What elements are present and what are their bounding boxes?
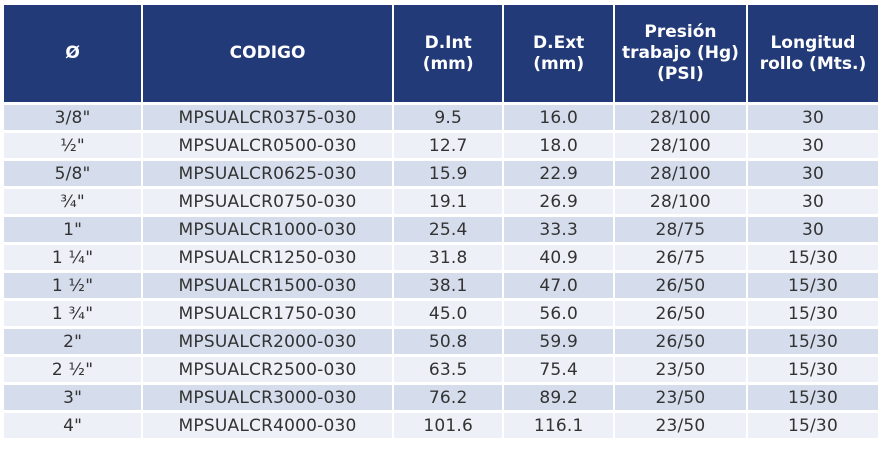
cell-dint: 9.5 [393, 105, 503, 130]
cell-length: 15/30 [747, 273, 878, 298]
cell-size: ½" [4, 133, 142, 158]
cell-code: MPSUALCR0750-030 [143, 189, 392, 214]
cell-pressure: 28/100 [614, 105, 746, 130]
cell-dext: 26.9 [504, 189, 613, 214]
cell-dext: 40.9 [504, 245, 613, 270]
cell-length: 30 [747, 189, 878, 214]
cell-dint: 19.1 [393, 189, 503, 214]
cell-pressure: 26/50 [614, 301, 746, 326]
table-row: 1" MPSUALCR1000-030 25.4 33.3 28/75 30 [4, 217, 878, 242]
cell-length: 15/30 [747, 357, 878, 382]
cell-dext: 116.1 [504, 413, 613, 438]
header-diameter: Ø [4, 5, 142, 102]
cell-dint: 76.2 [393, 385, 503, 410]
cell-dext: 22.9 [504, 161, 613, 186]
cell-dext: 16.0 [504, 105, 613, 130]
cell-dint: 38.1 [393, 273, 503, 298]
cell-size: 1 ¾" [4, 301, 142, 326]
table-row: ¾" MPSUALCR0750-030 19.1 26.9 28/100 30 [4, 189, 878, 214]
table-row: 4" MPSUALCR4000-030 101.6 116.1 23/50 15… [4, 413, 878, 438]
cell-dint: 12.7 [393, 133, 503, 158]
cell-dext: 33.3 [504, 217, 613, 242]
cell-dint: 50.8 [393, 329, 503, 354]
table-row: 1 ¼" MPSUALCR1250-030 31.8 40.9 26/75 15… [4, 245, 878, 270]
cell-dint: 101.6 [393, 413, 503, 438]
table-row: 1 ½" MPSUALCR1500-030 38.1 47.0 26/50 15… [4, 273, 878, 298]
cell-length: 15/30 [747, 413, 878, 438]
cell-size: 5/8" [4, 161, 142, 186]
cell-size: 2 ½" [4, 357, 142, 382]
cell-length: 15/30 [747, 245, 878, 270]
cell-dext: 59.9 [504, 329, 613, 354]
table-row: ½" MPSUALCR0500-030 12.7 18.0 28/100 30 [4, 133, 878, 158]
table-row: 3" MPSUALCR3000-030 76.2 89.2 23/50 15/3… [4, 385, 878, 410]
cell-code: MPSUALCR2000-030 [143, 329, 392, 354]
cell-dint: 25.4 [393, 217, 503, 242]
cell-length: 30 [747, 161, 878, 186]
cell-size: 3" [4, 385, 142, 410]
cell-pressure: 28/75 [614, 217, 746, 242]
cell-code: MPSUALCR3000-030 [143, 385, 392, 410]
header-inner-diameter: D.Int (mm) [393, 5, 503, 102]
cell-pressure: 23/50 [614, 357, 746, 382]
cell-code: MPSUALCR1750-030 [143, 301, 392, 326]
cell-length: 30 [747, 217, 878, 242]
cell-dint: 45.0 [393, 301, 503, 326]
header-code: CODIGO [143, 5, 392, 102]
cell-length: 15/30 [747, 301, 878, 326]
cell-dint: 31.8 [393, 245, 503, 270]
cell-code: MPSUALCR0625-030 [143, 161, 392, 186]
cell-dext: 56.0 [504, 301, 613, 326]
cell-pressure: 28/100 [614, 133, 746, 158]
cell-length: 15/30 [747, 385, 878, 410]
cell-code: MPSUALCR1500-030 [143, 273, 392, 298]
table-row: 1 ¾" MPSUALCR1750-030 45.0 56.0 26/50 15… [4, 301, 878, 326]
cell-pressure: 26/50 [614, 329, 746, 354]
cell-pressure: 23/50 [614, 413, 746, 438]
cell-length: 15/30 [747, 329, 878, 354]
header-row: Ø CODIGO D.Int (mm) D.Ext (mm) Presión t… [4, 5, 878, 102]
cell-length: 30 [747, 105, 878, 130]
cell-pressure: 26/75 [614, 245, 746, 270]
cell-code: MPSUALCR0375-030 [143, 105, 392, 130]
cell-dext: 89.2 [504, 385, 613, 410]
cell-code: MPSUALCR1250-030 [143, 245, 392, 270]
cell-code: MPSUALCR4000-030 [143, 413, 392, 438]
header-roll-length: Longitud rollo (Mts.) [747, 5, 878, 102]
cell-size: 1" [4, 217, 142, 242]
table-row: 3/8" MPSUALCR0375-030 9.5 16.0 28/100 30 [4, 105, 878, 130]
cell-dint: 63.5 [393, 357, 503, 382]
hose-spec-table: Ø CODIGO D.Int (mm) D.Ext (mm) Presión t… [2, 2, 880, 441]
table-row: 5/8" MPSUALCR0625-030 15.9 22.9 28/100 3… [4, 161, 878, 186]
cell-pressure: 28/100 [614, 161, 746, 186]
cell-dext: 18.0 [504, 133, 613, 158]
cell-size: 1 ¼" [4, 245, 142, 270]
cell-dext: 75.4 [504, 357, 613, 382]
cell-code: MPSUALCR0500-030 [143, 133, 392, 158]
table-row: 2 ½" MPSUALCR2500-030 63.5 75.4 23/50 15… [4, 357, 878, 382]
cell-size: 2" [4, 329, 142, 354]
cell-dint: 15.9 [393, 161, 503, 186]
cell-code: MPSUALCR2500-030 [143, 357, 392, 382]
cell-length: 30 [747, 133, 878, 158]
cell-dext: 47.0 [504, 273, 613, 298]
table-row: 2" MPSUALCR2000-030 50.8 59.9 26/50 15/3… [4, 329, 878, 354]
cell-size: 1 ½" [4, 273, 142, 298]
header-working-pressure: Presión trabajo (Hg) (PSI) [614, 5, 746, 102]
header-outer-diameter: D.Ext (mm) [504, 5, 613, 102]
cell-pressure: 26/50 [614, 273, 746, 298]
cell-size: 3/8" [4, 105, 142, 130]
cell-code: MPSUALCR1000-030 [143, 217, 392, 242]
cell-size: ¾" [4, 189, 142, 214]
cell-pressure: 23/50 [614, 385, 746, 410]
cell-pressure: 28/100 [614, 189, 746, 214]
cell-size: 4" [4, 413, 142, 438]
